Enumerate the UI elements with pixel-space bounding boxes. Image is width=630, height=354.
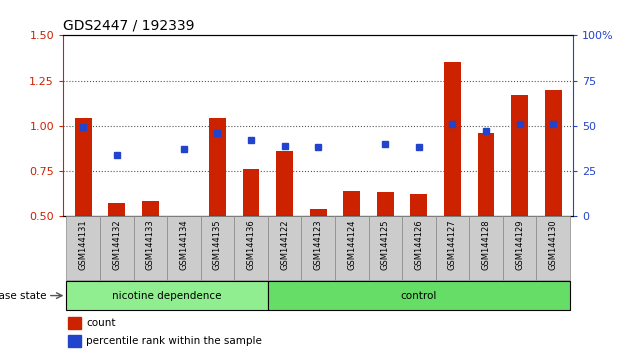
Text: GSM144136: GSM144136 (246, 219, 256, 270)
Bar (142, 201, 159, 216)
Text: GSM144124: GSM144124 (347, 219, 356, 270)
FancyBboxPatch shape (335, 216, 369, 280)
Text: nicotine dependence: nicotine dependence (112, 291, 222, 301)
Bar (108, 203, 125, 216)
Text: GDS2447 / 192339: GDS2447 / 192339 (63, 19, 195, 33)
Bar (478, 133, 495, 216)
Text: GSM144135: GSM144135 (213, 219, 222, 270)
Text: GSM144134: GSM144134 (180, 219, 188, 270)
FancyBboxPatch shape (301, 216, 335, 280)
FancyBboxPatch shape (402, 216, 436, 280)
Text: GSM144133: GSM144133 (146, 219, 155, 270)
Bar (444, 62, 461, 216)
Bar (545, 90, 561, 216)
FancyBboxPatch shape (100, 216, 134, 280)
Text: GSM144128: GSM144128 (481, 219, 491, 270)
Text: control: control (401, 291, 437, 301)
FancyBboxPatch shape (436, 216, 469, 280)
Bar (377, 193, 394, 216)
Bar (411, 194, 427, 216)
Text: disease state: disease state (0, 291, 46, 301)
Text: GSM144127: GSM144127 (448, 219, 457, 270)
FancyBboxPatch shape (134, 216, 167, 280)
Text: GSM144130: GSM144130 (549, 219, 558, 270)
Text: GSM144122: GSM144122 (280, 219, 289, 270)
Bar (343, 191, 360, 216)
Text: count: count (86, 318, 115, 328)
FancyBboxPatch shape (268, 281, 570, 310)
FancyBboxPatch shape (536, 216, 570, 280)
FancyBboxPatch shape (167, 216, 200, 280)
Text: percentile rank within the sample: percentile rank within the sample (86, 336, 262, 346)
Bar (75, 119, 91, 216)
FancyBboxPatch shape (268, 216, 301, 280)
Bar (68, 335, 81, 347)
FancyBboxPatch shape (66, 216, 100, 280)
Text: GSM144125: GSM144125 (381, 219, 390, 270)
Bar (68, 317, 81, 329)
FancyBboxPatch shape (66, 281, 268, 310)
Text: GSM144129: GSM144129 (515, 219, 524, 270)
FancyBboxPatch shape (469, 216, 503, 280)
Bar (310, 209, 326, 216)
Text: GSM144132: GSM144132 (112, 219, 121, 270)
Bar (209, 119, 226, 216)
FancyBboxPatch shape (234, 216, 268, 280)
Bar (276, 151, 293, 216)
FancyBboxPatch shape (503, 216, 536, 280)
Bar (511, 95, 528, 216)
Text: GSM144131: GSM144131 (79, 219, 88, 270)
Text: GSM144126: GSM144126 (415, 219, 423, 270)
FancyBboxPatch shape (369, 216, 402, 280)
Text: GSM144123: GSM144123 (314, 219, 323, 270)
Bar (243, 169, 260, 216)
FancyBboxPatch shape (200, 216, 234, 280)
